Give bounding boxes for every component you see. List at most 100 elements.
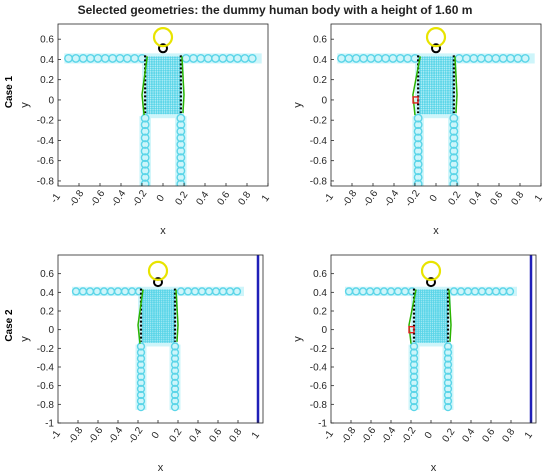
torso-point (153, 58, 156, 61)
y-tick-label: -0.2 (37, 116, 55, 127)
torso-point (146, 69, 149, 72)
torso-point (423, 96, 426, 99)
torso-point (421, 334, 424, 337)
x-tick-label: -0.6 (360, 425, 379, 446)
x-tick-label: 0 (155, 193, 167, 204)
x-tick-label: -1 (322, 428, 336, 442)
torso-point (428, 67, 431, 70)
torso-point (433, 58, 436, 61)
torso-point (433, 107, 436, 110)
torso-point (428, 295, 431, 298)
torso-point (157, 109, 160, 112)
torso-point (428, 105, 431, 108)
torso-point (426, 76, 429, 79)
torso-point (150, 112, 153, 115)
torso-point (148, 309, 151, 313)
torso-point (449, 80, 452, 84)
torso-point (164, 60, 167, 63)
green-contours (141, 56, 185, 116)
torso-point (152, 311, 156, 315)
torso-point (164, 83, 167, 86)
torso-point (153, 83, 156, 86)
torso-point (442, 107, 445, 110)
torso-point (176, 98, 179, 101)
torso-point (150, 74, 153, 77)
torso-point (442, 58, 445, 61)
torso-point (433, 109, 436, 112)
torso-point (444, 109, 447, 112)
torso-point (144, 293, 147, 296)
torso-point (166, 94, 170, 97)
torso-point (423, 322, 426, 325)
torso-point (144, 299, 147, 302)
torso-point (171, 78, 174, 81)
torso-point (150, 334, 153, 337)
leg-circle (136, 378, 146, 387)
torso-point (449, 98, 452, 101)
torso-point (439, 60, 443, 63)
torso-point (423, 105, 426, 108)
x-tick-label: -0.8 (68, 188, 87, 209)
torso-point (417, 293, 420, 296)
torso-point (437, 74, 440, 77)
torso-point (435, 103, 438, 106)
torso-point (428, 299, 431, 302)
torso-point (148, 94, 151, 97)
leg-circle (170, 354, 180, 363)
torso-point (144, 338, 147, 341)
torso-point (444, 85, 447, 88)
torso-point (432, 320, 435, 323)
leg-circle (443, 342, 453, 351)
torso-point (442, 85, 445, 88)
torso-point (146, 87, 149, 90)
torso-point (437, 58, 440, 61)
torso-point (171, 107, 174, 110)
torso-point (443, 326, 446, 329)
torso-point (428, 83, 431, 86)
torso-point (430, 340, 433, 343)
torso-point (166, 58, 170, 61)
torso-point (421, 96, 424, 99)
torso-point (423, 311, 426, 315)
torso-point (441, 322, 444, 325)
torso-point (171, 62, 174, 66)
torso-point (434, 334, 437, 337)
torso-point (163, 291, 167, 294)
torso-point (419, 89, 422, 92)
torso-point (163, 305, 167, 308)
torso-point (421, 107, 424, 110)
torso-point (446, 76, 450, 79)
torso-point (444, 83, 447, 86)
torso-point (163, 322, 167, 325)
torso-point (141, 314, 145, 317)
torso-point (166, 87, 170, 90)
torso-point (141, 318, 145, 321)
torso-point (444, 89, 447, 92)
torso-point (430, 291, 433, 294)
torso-point (428, 112, 431, 115)
torso-point (157, 78, 160, 81)
torso-point (155, 316, 158, 319)
y-tick-label: -0.2 (310, 344, 328, 355)
torso-point (423, 314, 426, 317)
torso-point (439, 326, 442, 329)
torso-point (170, 328, 173, 331)
torso-point (439, 297, 442, 300)
torso-point (428, 326, 431, 329)
torso-point (171, 109, 174, 112)
torso-point (148, 334, 151, 337)
torso-point (421, 89, 424, 92)
torso-point (417, 305, 420, 308)
torso-point (162, 109, 165, 112)
torso-point (446, 60, 450, 63)
torso-point (439, 324, 442, 327)
torso-point (173, 65, 177, 68)
torso-point (449, 85, 452, 88)
leg-circle (170, 384, 180, 394)
torso-point (169, 105, 172, 108)
torso-point (173, 62, 177, 66)
torso-point (423, 301, 426, 304)
y-tick-label: 0 (321, 95, 327, 106)
torso-point (441, 330, 444, 333)
torso-point (153, 71, 156, 75)
